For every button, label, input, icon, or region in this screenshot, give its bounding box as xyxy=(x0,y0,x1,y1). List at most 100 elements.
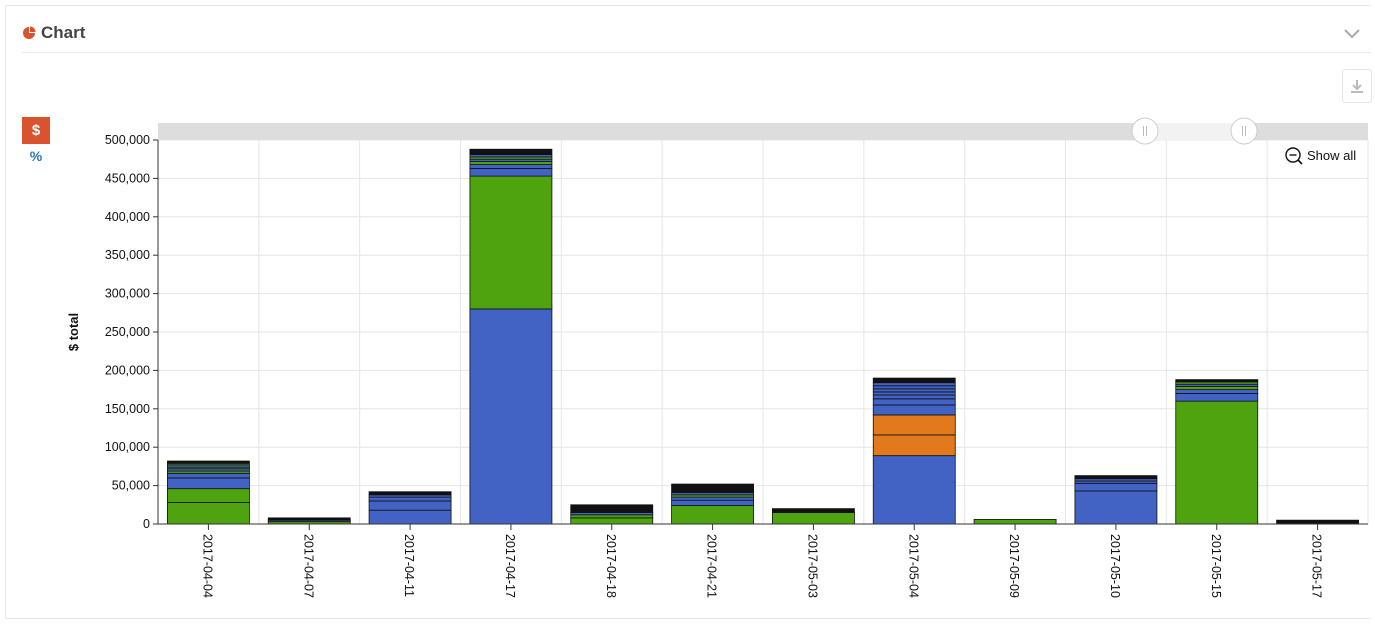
y-tick-label: 0 xyxy=(143,517,150,531)
y-tick-label: 100,000 xyxy=(105,440,150,454)
bar-segment xyxy=(469,148,553,155)
bar-segment xyxy=(973,518,1057,525)
bar-segment xyxy=(368,496,452,502)
bar-segment xyxy=(167,502,250,525)
show-all-button[interactable]: Show all xyxy=(1285,147,1356,165)
bar-segment xyxy=(469,168,553,177)
bar-segment xyxy=(167,472,250,479)
y-tick-label: 50,000 xyxy=(112,479,150,493)
bar-segment xyxy=(469,175,553,310)
zoom-navigator-track[interactable] xyxy=(158,123,1368,140)
bar-segment xyxy=(1175,400,1259,525)
bar-segment xyxy=(671,505,754,525)
zoom-navigator-window[interactable] xyxy=(1145,123,1244,140)
bars xyxy=(167,148,1359,525)
bar-segment xyxy=(872,391,956,396)
show-all-label: Show all xyxy=(1307,148,1356,163)
bar-stack xyxy=(772,508,855,525)
y-tick-label: 200,000 xyxy=(105,363,150,377)
download-button[interactable] xyxy=(1342,69,1372,103)
bar-segment xyxy=(368,509,452,525)
zoom-handle-right[interactable] xyxy=(1230,117,1258,145)
bar-stack xyxy=(167,460,250,525)
bar-segment xyxy=(872,377,956,384)
axes: 0 50,000 100,000 150,000 200,000 250,000 300,0… xyxy=(105,133,1368,598)
bar-segment xyxy=(772,508,855,513)
y-tick-label: 150,000 xyxy=(105,402,150,416)
x-tick-label: 2017-05-10 xyxy=(1108,534,1122,598)
bar-segment xyxy=(469,164,553,169)
bar-segment xyxy=(368,500,452,511)
y-tick-label: 250,000 xyxy=(105,325,150,339)
bar-segment xyxy=(1175,389,1259,394)
bar-segment xyxy=(872,434,956,457)
y-tick-label: 500,000 xyxy=(105,133,150,147)
x-tick-label: 2017-05-09 xyxy=(1007,534,1021,598)
bar-segment xyxy=(570,514,654,519)
bar-segment xyxy=(671,499,754,506)
x-tick-label: 2017-04-18 xyxy=(604,534,618,598)
bar-segment xyxy=(872,398,956,406)
bar-segment xyxy=(872,404,956,416)
bar-stack xyxy=(671,483,754,525)
bar-segment xyxy=(1276,519,1359,525)
x-tick-label: 2017-04-17 xyxy=(503,534,517,598)
bar-segment xyxy=(267,517,351,521)
bar-stack xyxy=(469,148,553,525)
x-tick-label: 2017-05-04 xyxy=(906,534,920,598)
bar-segment xyxy=(368,491,452,496)
bar-segment xyxy=(872,388,956,393)
bar-segment xyxy=(167,488,250,503)
bar-stack xyxy=(570,504,654,525)
bar-segment xyxy=(772,512,855,525)
x-tick-label: 2017-04-04 xyxy=(200,534,214,598)
bar-segment xyxy=(671,496,754,501)
bar-segment xyxy=(167,460,250,464)
bar-stack xyxy=(1074,475,1158,525)
bar-segment xyxy=(1175,393,1259,402)
dollar-mode-button[interactable]: $ xyxy=(22,117,50,144)
bar-segment xyxy=(570,504,654,513)
bar-segment xyxy=(872,414,956,436)
bar-stack xyxy=(368,491,452,525)
x-tick-label: 2017-04-21 xyxy=(705,534,719,598)
bar-segment xyxy=(1175,379,1259,383)
x-tick-label: 2017-04-07 xyxy=(301,534,315,598)
bar-stack xyxy=(267,517,351,525)
bar-segment xyxy=(872,382,956,387)
y-tick-label: 400,000 xyxy=(105,210,150,224)
bar-stack xyxy=(1175,379,1259,525)
bar-segment xyxy=(872,394,956,400)
bar-stack xyxy=(1276,519,1359,525)
bar-stack xyxy=(973,518,1057,525)
percent-mode-button[interactable]: % xyxy=(29,148,43,164)
y-tick-label: 450,000 xyxy=(105,171,150,185)
panel-header: Chart xyxy=(22,20,1371,53)
bar-segment xyxy=(1074,490,1158,525)
download-icon xyxy=(1351,80,1363,93)
y-tick-label: 300,000 xyxy=(105,287,150,301)
bar-segment xyxy=(469,161,553,165)
x-tick-label: 2017-04-11 xyxy=(402,534,416,597)
y-tick-label: 350,000 xyxy=(105,248,150,262)
panel-title: Chart xyxy=(41,23,86,42)
bar-segment xyxy=(1074,482,1158,492)
bar-segment xyxy=(1074,475,1158,480)
bar-segment xyxy=(671,483,754,493)
bar-segment xyxy=(872,385,956,390)
x-tick-label: 2017-05-15 xyxy=(1209,534,1223,598)
y-axis-title: $ total xyxy=(66,313,81,351)
bar-segment xyxy=(469,308,553,525)
bar-segment xyxy=(1175,386,1259,391)
zoom-out-icon xyxy=(1285,147,1303,165)
bar-segment xyxy=(167,477,250,490)
pie-chart-icon xyxy=(23,26,36,39)
bar-segment xyxy=(872,455,956,525)
x-tick-label: 2017-05-17 xyxy=(1310,534,1324,598)
bar-stack xyxy=(872,377,956,525)
zoom-handle-left[interactable] xyxy=(1131,117,1159,145)
bar-segment xyxy=(570,517,654,525)
x-tick-label: 2017-05-03 xyxy=(805,534,819,598)
chevron-down-icon[interactable] xyxy=(1343,26,1361,40)
